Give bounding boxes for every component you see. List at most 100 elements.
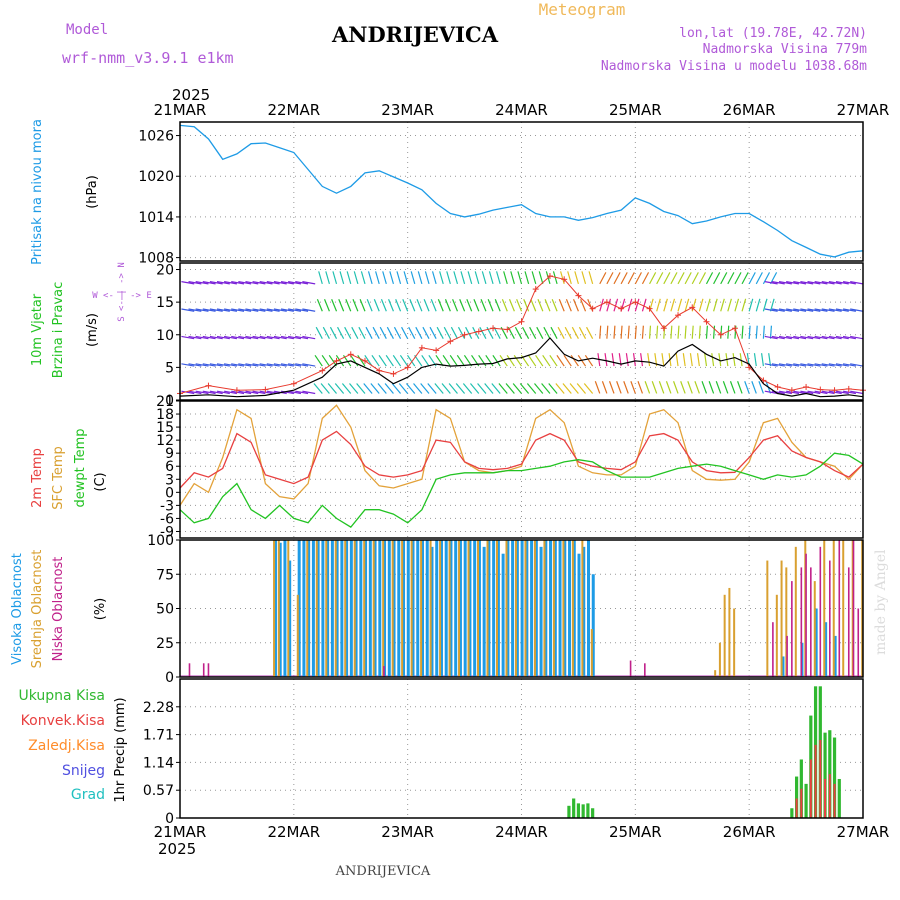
wind-arrow: [529, 326, 537, 339]
wind-arrow: [328, 354, 338, 367]
wind-arrow: [455, 383, 466, 394]
precip-label-conv: Konvek.Kisa: [21, 713, 105, 729]
wind-arrow: [389, 271, 395, 285]
wind-arrow: [562, 383, 572, 394]
wind-arrow: [209, 281, 223, 285]
wind-arrow: [337, 326, 345, 339]
wind-arrow: [353, 271, 359, 285]
wind-arrow: [467, 271, 473, 285]
cloud-bar: [775, 594, 778, 677]
wind-arrow: [842, 308, 856, 312]
wind-arrow: [764, 390, 778, 395]
wind-arrow: [704, 353, 708, 367]
temp-unit: (C): [93, 472, 108, 491]
wind-arrow: [259, 308, 273, 312]
wind-arrow: [472, 326, 480, 339]
wind-arrow: [649, 272, 657, 285]
cloud-bar: [321, 540, 325, 677]
wind-arrow: [393, 326, 402, 339]
wind-arrow: [576, 383, 586, 394]
wind-arrow: [793, 335, 807, 340]
wind-arrow: [713, 298, 718, 312]
cloud-bar: [340, 540, 344, 677]
cloud-bar: [824, 622, 828, 677]
wind-arrow: [321, 354, 330, 367]
cloud-bar: [397, 540, 401, 677]
y-tick-label: 0: [165, 485, 174, 501]
model-label: Model: [66, 22, 108, 38]
wind-arrow: [329, 326, 338, 339]
wind-arrow: [586, 326, 594, 339]
cloud-bar: [448, 540, 451, 677]
wind-arrow: [441, 383, 451, 394]
cloud-bar: [629, 660, 632, 677]
wind-arrow: [560, 271, 565, 285]
wind-arrow: [842, 281, 856, 285]
cloud-bar: [406, 540, 410, 677]
model-name: wrf-nmm_v3.9.1 e1km: [62, 49, 234, 67]
wind-arrow: [705, 272, 714, 285]
cloud-bar: [468, 540, 472, 677]
cloud-bar: [728, 587, 731, 677]
temp-2m-line: [179, 430, 864, 489]
wind-arrow: [684, 272, 692, 285]
wind-arrow: [807, 335, 821, 340]
wind-arrow: [382, 271, 387, 285]
cloud-bar: [568, 540, 572, 677]
wind-arrow: [439, 271, 444, 285]
wind-arrow: [503, 271, 508, 285]
wind-arrow: [623, 381, 629, 394]
wind-arrow: [748, 272, 756, 285]
wind-arrow: [366, 298, 373, 312]
cloud-bar: [487, 540, 491, 677]
wind-arrow: [238, 308, 252, 312]
wind-arrow: [231, 281, 245, 285]
wind-arrow: [656, 272, 664, 285]
wind-arrow: [181, 281, 195, 285]
wind-arrow: [181, 363, 195, 367]
wind-arrow: [202, 308, 216, 312]
y-tick-label: 2.28: [143, 700, 174, 716]
cloud-bar: [387, 540, 391, 677]
wind-arrow: [402, 298, 409, 312]
wind-arrow: [620, 272, 628, 285]
wind-arrow: [768, 353, 772, 367]
wind-arrow: [800, 390, 814, 395]
precip-label-frozen: Zaledj.Kisa: [28, 738, 105, 754]
wind-arrow: [375, 271, 380, 285]
wind-arrow: [578, 326, 587, 339]
cloud-bar: [458, 540, 462, 677]
wind-arrow: [395, 298, 402, 312]
wind-arrow: [718, 353, 722, 367]
wind-arrow: [510, 271, 515, 285]
wind-arrow: [720, 272, 728, 285]
wind-arrow: [762, 298, 768, 312]
wind-arrow: [417, 271, 423, 285]
wind-arrow: [814, 308, 828, 312]
wind-arrow: [377, 383, 387, 394]
wind-arrow: [349, 383, 359, 394]
wind-arrow: [259, 390, 273, 395]
cloud-bar: [781, 656, 785, 677]
cloud-bar: [473, 540, 477, 677]
wind-arrow: [446, 271, 451, 285]
wind-arrow: [581, 271, 587, 285]
wind-arrow: [594, 381, 601, 394]
cloud-bar: [501, 553, 505, 677]
wind-arrow: [604, 353, 608, 367]
wind-arrow: [512, 383, 522, 394]
wind-arrow: [370, 383, 380, 394]
wind-arrow: [332, 271, 338, 285]
cloud-bar: [188, 663, 191, 677]
precip-bar: [833, 783, 836, 818]
cloud-bar: [833, 635, 837, 677]
wind-arrow: [644, 381, 651, 394]
wind-arrow: [295, 281, 309, 285]
precip-bar: [828, 730, 832, 818]
lonlat-text: lon,lat (19.78E, 42.72N): [679, 26, 867, 41]
wind-arrow: [771, 308, 785, 312]
cloud-bar: [714, 670, 717, 677]
cloud-bar: [562, 540, 565, 677]
wind-arrow: [850, 281, 864, 285]
wind-arrow: [444, 298, 451, 312]
